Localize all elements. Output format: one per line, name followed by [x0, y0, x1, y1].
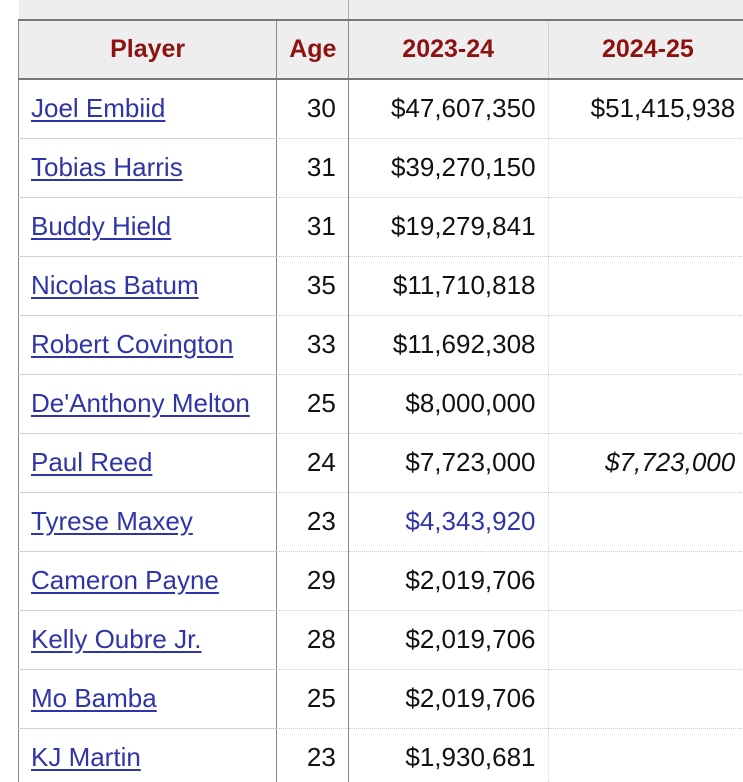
cell-salary-s2024: [547, 256, 743, 316]
player-link[interactable]: Buddy Hield: [31, 211, 172, 241]
cell-salary-s2023: $7,723,000: [347, 433, 549, 493]
cell-salary-s2023: $39,270,150: [347, 138, 549, 198]
cell-age: 28: [276, 610, 349, 670]
cell-salary-s2023: $11,710,818: [347, 256, 549, 316]
cell-salary-s2024: [547, 374, 743, 434]
cell-salary-s2024: $7,723,000: [547, 433, 743, 493]
player-link[interactable]: De'Anthony Melton: [31, 388, 250, 418]
player-link[interactable]: Tyrese Maxey: [31, 506, 193, 536]
table-head: Player Age 2023-24 2024-25: [17, 0, 743, 80]
cell-player: Buddy Hield: [17, 197, 278, 257]
cell-salary-s2023: $2,019,706: [347, 551, 549, 611]
cell-player: Paul Reed: [17, 433, 278, 493]
table-row: KJ Martin 23 $1,930,681: [17, 728, 743, 782]
cell-salary-s2024: [547, 138, 743, 198]
cell-age: 29: [276, 551, 349, 611]
column-header-player[interactable]: Player: [17, 19, 278, 80]
table-header-row: Player Age 2023-24 2024-25: [17, 19, 743, 80]
cell-salary-s2023: $4,343,920: [347, 492, 549, 552]
cell-age: 30: [276, 79, 349, 139]
cell-age: 23: [276, 728, 349, 782]
cell-age: 24: [276, 433, 349, 493]
cell-salary-s2024: [547, 728, 743, 782]
cell-player: De'Anthony Melton: [17, 374, 278, 434]
player-link[interactable]: Joel Embiid: [31, 93, 166, 124]
table-row: De'Anthony Melton 25 $8,000,000: [17, 374, 743, 434]
table-row: Robert Covington 33 $11,692,308: [17, 315, 743, 375]
table-row: Cameron Payne 29 $2,019,706: [17, 551, 743, 611]
player-link[interactable]: Robert Covington: [31, 329, 234, 359]
table-row: Nicolas Batum 35 $11,710,818: [17, 256, 743, 316]
player-link[interactable]: Cameron Payne: [31, 565, 219, 595]
player-link[interactable]: Mo Bamba: [31, 683, 157, 713]
column-header-age[interactable]: Age: [276, 19, 349, 80]
cell-salary-s2023: $19,279,841: [347, 197, 549, 257]
over-header-salary-group: [347, 0, 743, 21]
cell-salary-s2023: $8,000,000: [347, 374, 549, 434]
column-header-2023-24[interactable]: 2023-24: [347, 19, 549, 80]
table-row: Tobias Harris 31 $39,270,150: [17, 138, 743, 198]
over-header-spacer: [18, 0, 349, 21]
cell-salary-s2023: $11,692,308: [347, 315, 549, 375]
cell-age: 35: [276, 256, 349, 316]
player-salaries-table: Player Age 2023-24 2024-25 Joel Embiid 30…: [17, 0, 743, 782]
cell-player: Robert Covington: [17, 315, 278, 375]
cell-salary-s2023: $1,930,681: [347, 728, 549, 782]
cell-age: 31: [276, 138, 349, 198]
cell-player: Cameron Payne: [17, 551, 278, 611]
cell-player: Joel Embiid: [17, 79, 278, 139]
cell-salary-s2023: $2,019,706: [347, 669, 549, 729]
table-row: Tyrese Maxey 23 $4,343,920: [17, 492, 743, 552]
cell-player: KJ Martin: [17, 728, 278, 782]
cell-player: Tobias Harris: [17, 138, 278, 198]
cell-age: 25: [276, 669, 349, 729]
player-link[interactable]: Paul Reed: [31, 447, 153, 477]
player-link[interactable]: KJ Martin: [31, 742, 141, 772]
cell-player: Nicolas Batum: [17, 256, 278, 316]
cell-age: 23: [276, 492, 349, 552]
player-link[interactable]: Nicolas Batum: [31, 270, 199, 300]
cell-player: Tyrese Maxey: [17, 492, 278, 552]
cell-salary-s2024: [547, 610, 743, 670]
cell-salary-s2024: [547, 315, 743, 375]
cell-salary-s2024: [547, 492, 743, 552]
cell-player: Kelly Oubre Jr.: [17, 610, 278, 670]
cell-age: 25: [276, 374, 349, 434]
table-row: Buddy Hield 31 $19,279,841: [17, 197, 743, 257]
table-row: Paul Reed 24 $7,723,000 $7,723,000: [17, 433, 743, 493]
cell-player: Mo Bamba: [17, 669, 278, 729]
cell-salary-s2023: $47,607,350: [347, 79, 549, 139]
player-link[interactable]: Tobias Harris: [31, 152, 183, 182]
cell-salary-s2024: [547, 197, 743, 257]
table-row: Kelly Oubre Jr. 28 $2,019,706: [17, 610, 743, 670]
player-link[interactable]: Kelly Oubre Jr.: [31, 624, 202, 654]
table-row: Mo Bamba 25 $2,019,706: [17, 669, 743, 729]
cell-age: 31: [276, 197, 349, 257]
cell-salary-s2024: [547, 551, 743, 611]
cell-salary-s2023: $2,019,706: [347, 610, 549, 670]
column-header-2024-25[interactable]: 2024-25: [547, 19, 743, 80]
table-over-header-row: [18, 0, 743, 21]
cell-age: 33: [276, 315, 349, 375]
cell-salary-s2024: [547, 669, 743, 729]
table-body: Joel Embiid30$47,607,350$51,415,938$Tobi…: [17, 79, 743, 782]
cell-salary-s2024: $51,415,938: [547, 79, 743, 139]
